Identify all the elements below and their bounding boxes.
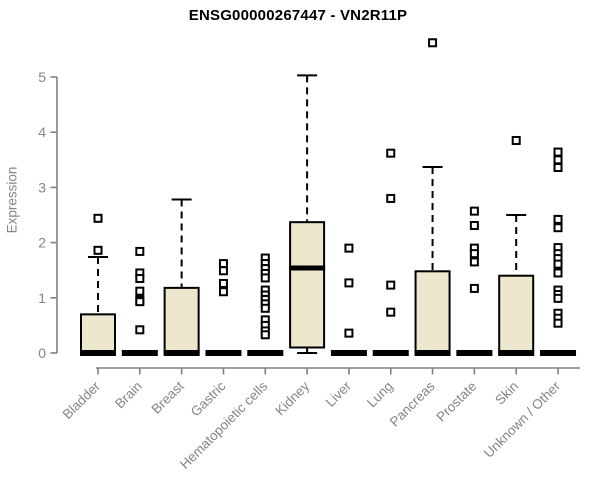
outlier-point bbox=[344, 328, 354, 338]
outlier-point bbox=[135, 273, 145, 283]
y-tick-label: 3 bbox=[38, 179, 46, 195]
box-group-pancreas bbox=[414, 38, 451, 356]
x-category-label: Kidney bbox=[272, 378, 312, 418]
outlier-point bbox=[344, 243, 354, 253]
iqr-box bbox=[80, 313, 116, 354]
y-tick-label: 5 bbox=[38, 69, 46, 85]
box-group-unknown-other bbox=[540, 147, 577, 356]
outlier-point bbox=[553, 293, 563, 303]
outlier-point bbox=[553, 223, 563, 233]
x-category-label: Brain bbox=[112, 379, 145, 412]
outlier-point bbox=[218, 259, 228, 269]
outlier-point bbox=[469, 283, 479, 293]
outlier-point bbox=[344, 278, 354, 288]
outlier-point bbox=[260, 273, 270, 283]
x-category-label: Pancreas bbox=[387, 378, 438, 429]
outlier-point bbox=[218, 266, 228, 276]
box-group-liver bbox=[330, 243, 367, 356]
outlier-point bbox=[135, 325, 145, 335]
box-group-prostate bbox=[456, 206, 493, 356]
outlier-point bbox=[386, 307, 396, 317]
box-group-bladder bbox=[80, 213, 116, 356]
outlier-point bbox=[553, 268, 563, 278]
outlier-point bbox=[386, 280, 396, 290]
outlier-point bbox=[260, 303, 270, 313]
chart-title: ENSG00000267447 - VN2R11P bbox=[188, 7, 408, 24]
outlier-point bbox=[553, 163, 563, 173]
x-category-label: Bladder bbox=[60, 378, 104, 422]
x-category-label: Skin bbox=[492, 379, 521, 408]
outlier-point bbox=[93, 213, 103, 223]
x-category-label: Gastric bbox=[188, 378, 229, 419]
outlier-point bbox=[135, 297, 145, 307]
x-category-label: Liver bbox=[323, 378, 355, 410]
x-category-label: Unknown / Other bbox=[481, 378, 564, 461]
outlier-point bbox=[553, 147, 563, 157]
box-group-kidney bbox=[289, 74, 326, 354]
outlier-point bbox=[553, 155, 563, 165]
iqr-box bbox=[289, 221, 326, 349]
box-group-hematopoietic-cells bbox=[247, 253, 284, 356]
outlier-point bbox=[135, 286, 145, 296]
outlier-point bbox=[93, 245, 103, 255]
y-tick-label: 0 bbox=[38, 345, 46, 361]
outlier-point bbox=[135, 246, 145, 256]
outlier-point bbox=[428, 38, 438, 48]
iqr-box bbox=[414, 270, 451, 354]
outlier-point bbox=[260, 330, 270, 340]
outlier-point bbox=[553, 214, 563, 224]
outlier-point bbox=[511, 135, 521, 145]
outlier-point bbox=[469, 249, 479, 259]
y-tick-label: 2 bbox=[38, 235, 46, 251]
outlier-point bbox=[218, 278, 228, 288]
box-group-skin bbox=[498, 135, 535, 356]
box-group-lung bbox=[372, 148, 409, 356]
outlier-point bbox=[469, 206, 479, 216]
outlier-point bbox=[218, 287, 228, 297]
x-category-label: Prostate bbox=[433, 379, 479, 425]
iqr-box bbox=[498, 274, 535, 354]
x-category-label: Breast bbox=[149, 378, 187, 416]
x-category-label: Lung bbox=[364, 379, 396, 411]
iqr-box bbox=[163, 286, 200, 355]
box-group-brain bbox=[121, 246, 158, 356]
outlier-point bbox=[469, 220, 479, 230]
y-tick-label: 1 bbox=[38, 290, 46, 306]
box-group-gastric bbox=[205, 259, 242, 356]
outlier-point bbox=[469, 257, 479, 267]
outlier-point bbox=[553, 318, 563, 328]
box-group-breast bbox=[163, 198, 200, 356]
outlier-point bbox=[386, 148, 396, 158]
outlier-point bbox=[553, 259, 563, 269]
y-tick-label: 4 bbox=[38, 124, 46, 140]
outlier-point bbox=[386, 193, 396, 203]
